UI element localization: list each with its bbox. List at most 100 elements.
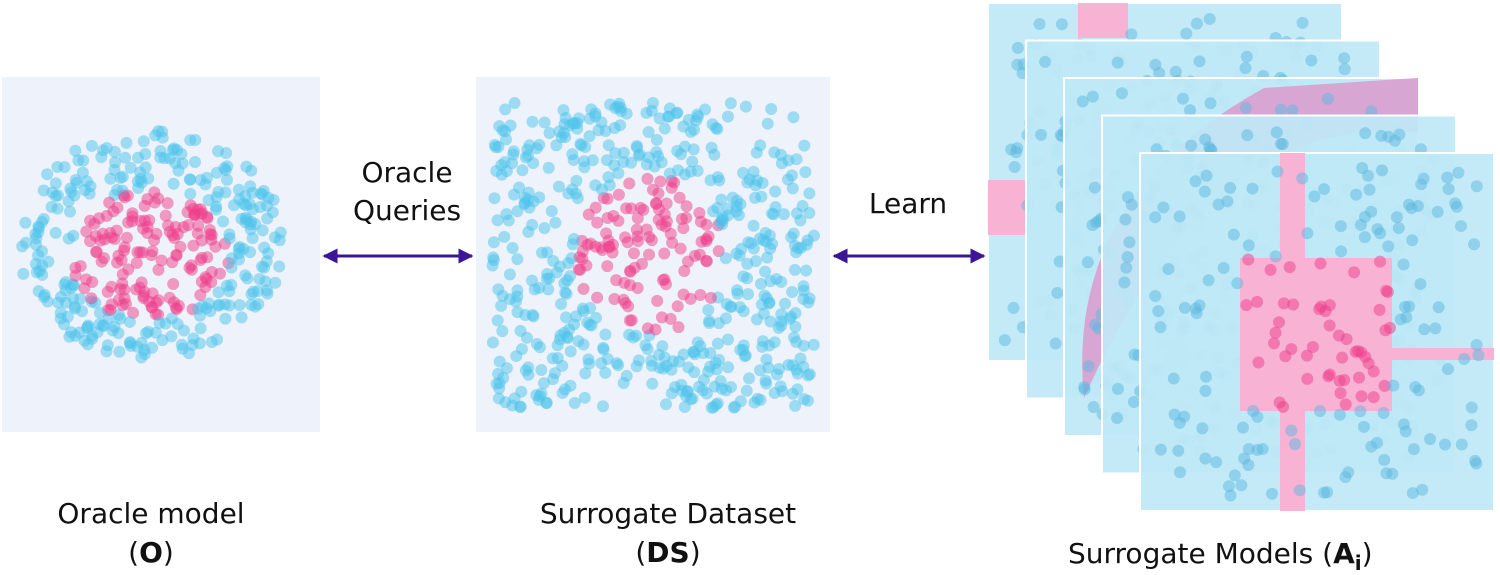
dot xyxy=(599,328,612,341)
node-label: Surrogate Dataset xyxy=(540,497,796,530)
dot xyxy=(624,265,637,278)
dot xyxy=(560,287,573,300)
dot xyxy=(199,178,212,191)
dot xyxy=(1224,489,1237,502)
dot xyxy=(570,174,583,187)
dot xyxy=(714,375,727,388)
dot xyxy=(711,337,724,350)
region xyxy=(1240,258,1392,411)
dot xyxy=(233,299,246,312)
dot xyxy=(191,227,204,240)
dot xyxy=(704,291,717,304)
dot xyxy=(1394,313,1407,326)
dot xyxy=(535,364,548,377)
dot xyxy=(786,285,799,298)
dot xyxy=(212,145,225,158)
dot xyxy=(1082,360,1095,373)
dot xyxy=(219,186,232,199)
dot xyxy=(514,324,527,337)
dot xyxy=(730,205,743,218)
dot xyxy=(1152,305,1165,318)
dot xyxy=(688,366,701,379)
dot xyxy=(49,226,62,239)
dot xyxy=(761,117,774,130)
dot xyxy=(159,209,172,222)
dot xyxy=(622,300,635,313)
dot xyxy=(1078,381,1091,394)
dot xyxy=(759,374,772,387)
dot xyxy=(791,383,804,396)
dot xyxy=(1149,289,1162,302)
dot xyxy=(1154,443,1167,456)
dot xyxy=(651,294,664,307)
dot xyxy=(779,297,792,310)
dot xyxy=(1167,372,1180,385)
dot xyxy=(220,173,233,186)
dot xyxy=(76,305,89,318)
dot xyxy=(609,147,622,160)
dot xyxy=(502,214,515,227)
dot xyxy=(787,111,800,124)
dot xyxy=(1203,141,1216,154)
dot xyxy=(1227,228,1240,241)
dot xyxy=(114,312,127,325)
dot xyxy=(807,338,820,351)
dot xyxy=(671,145,684,158)
dot xyxy=(1149,211,1162,224)
dot xyxy=(785,169,798,182)
dot xyxy=(78,282,91,295)
dot xyxy=(145,249,158,262)
dot xyxy=(223,285,236,298)
dot xyxy=(1406,487,1419,500)
dot xyxy=(63,205,76,218)
dot xyxy=(1354,405,1367,418)
dot xyxy=(237,242,250,255)
dot xyxy=(1339,471,1352,484)
dot xyxy=(1407,443,1420,456)
dot xyxy=(1210,456,1223,469)
dot xyxy=(555,298,568,311)
dot xyxy=(612,188,625,201)
dot xyxy=(1266,487,1279,500)
dot xyxy=(686,155,699,168)
dot xyxy=(1380,467,1393,480)
dot xyxy=(187,239,200,252)
dot xyxy=(800,264,813,277)
dot xyxy=(519,309,532,322)
dot xyxy=(686,392,699,405)
dot xyxy=(1418,323,1431,336)
dot xyxy=(1199,384,1212,397)
dot xyxy=(654,175,667,188)
dot xyxy=(1452,166,1465,179)
dot xyxy=(1358,231,1371,244)
dot xyxy=(1240,50,1253,63)
dot xyxy=(1202,274,1215,287)
dot xyxy=(693,380,706,393)
dot xyxy=(773,362,786,375)
dot xyxy=(660,398,673,411)
dot xyxy=(1357,420,1370,433)
dot xyxy=(1242,458,1255,471)
dot xyxy=(998,334,1011,347)
dot xyxy=(1315,300,1328,313)
dot xyxy=(240,160,253,173)
dot xyxy=(600,154,613,167)
dot xyxy=(694,288,707,301)
dot xyxy=(702,304,715,317)
dot xyxy=(155,254,168,267)
dot xyxy=(1011,41,1024,54)
dot xyxy=(1283,261,1296,274)
dot xyxy=(143,214,156,227)
dot xyxy=(1251,410,1264,423)
dot xyxy=(1350,188,1363,201)
dot xyxy=(486,336,499,349)
dot xyxy=(495,299,508,312)
dot xyxy=(1465,419,1478,432)
dot xyxy=(1237,421,1250,434)
dot xyxy=(51,202,64,215)
dot xyxy=(488,139,501,152)
dot xyxy=(511,253,524,266)
dot xyxy=(584,302,597,315)
dot xyxy=(724,97,737,110)
dot xyxy=(104,172,117,185)
